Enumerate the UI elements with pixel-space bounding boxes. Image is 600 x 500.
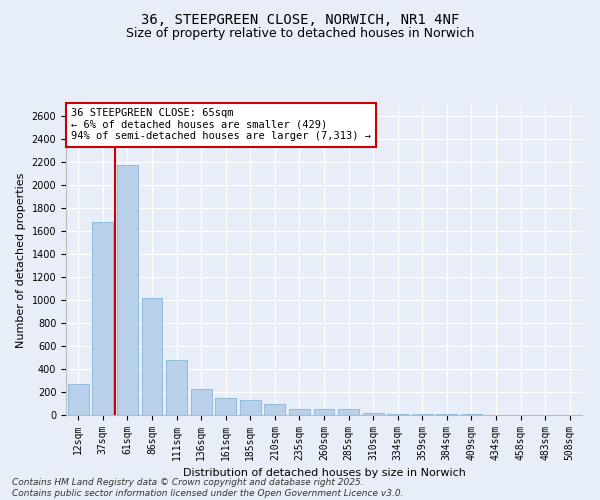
Bar [68,384,89,415]
Text: 36 STEEPGREEN CLOSE: 65sqm
← 6% of detached houses are smaller (429)
94% of semi: 36 STEEPGREEN CLOSE: 65sqm ← 6% of detac… [71,108,371,142]
Bar [240,400,261,415]
Text: 36, STEEPGREEN CLOSE, NORWICH, NR1 4NF: 36, STEEPGREEN CLOSE, NORWICH, NR1 4NF [141,12,459,26]
Bar [412,414,433,415]
Bar [191,388,212,415]
Y-axis label: Number of detached properties: Number of detached properties [16,172,26,348]
Text: Contains HM Land Registry data © Crown copyright and database right 2025.
Contai: Contains HM Land Registry data © Crown c… [12,478,404,498]
Bar [362,412,383,415]
Bar [461,414,482,415]
Bar [387,414,408,415]
Bar [436,414,457,415]
Bar [166,360,187,415]
Bar [314,408,334,415]
X-axis label: Distribution of detached houses by size in Norwich: Distribution of detached houses by size … [182,468,466,478]
Bar [142,298,163,415]
Bar [338,410,359,415]
Bar [215,398,236,415]
Bar [117,164,138,415]
Bar [289,408,310,415]
Bar [265,404,286,415]
Text: Size of property relative to detached houses in Norwich: Size of property relative to detached ho… [126,28,474,40]
Bar [92,222,113,415]
